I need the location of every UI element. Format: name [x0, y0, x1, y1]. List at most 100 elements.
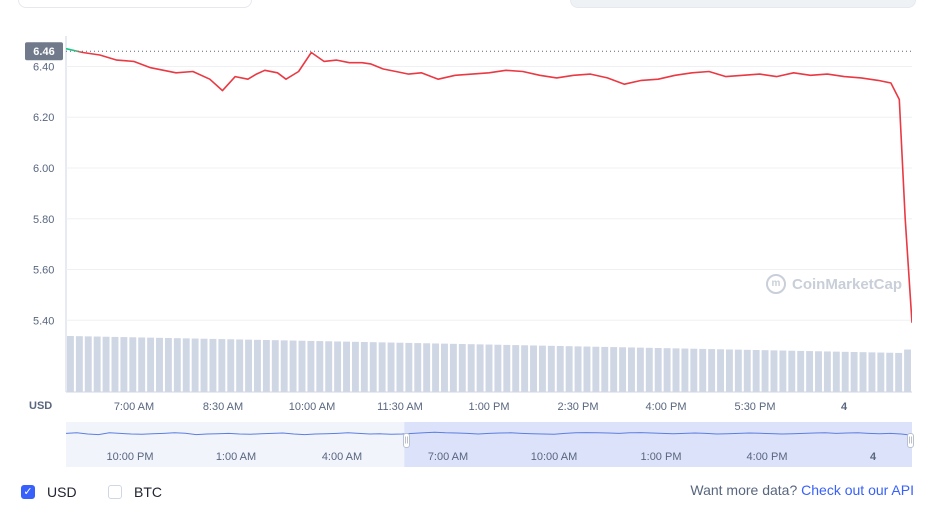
check-icon: ✓ — [23, 485, 33, 498]
y-tick-label: 5.40 — [33, 315, 54, 327]
volume-bar — [343, 341, 350, 392]
volume-bar — [307, 340, 315, 392]
volume-bar — [734, 349, 742, 392]
navigator-tick-label: 10:00 PM — [106, 451, 153, 463]
volume-bar — [538, 345, 546, 392]
volume-bar — [503, 344, 511, 392]
navigator-tick-label: 10:00 AM — [531, 451, 577, 463]
x-tick-label: 11:30 AM — [377, 401, 423, 413]
volume-bar — [904, 349, 911, 392]
volume-bar — [84, 336, 92, 392]
volume-bar — [761, 350, 769, 392]
volume-bar — [458, 344, 466, 392]
volume-bar — [102, 336, 110, 392]
volume-bar — [877, 352, 885, 392]
volume-bar — [325, 341, 333, 392]
volume-bar — [592, 346, 600, 392]
volume-bar — [859, 352, 867, 392]
volume-bar — [832, 351, 840, 392]
volume-bar — [67, 336, 74, 392]
volume-bar — [565, 346, 573, 392]
volume-bar — [218, 339, 226, 392]
volume-bar — [173, 338, 181, 392]
navigator-tick-label: 7:00 AM — [428, 451, 468, 463]
navigator-tick-label: 4:00 PM — [747, 451, 788, 463]
volume-bar — [628, 347, 635, 392]
volume-bar — [164, 338, 172, 392]
volume-bar — [770, 350, 778, 392]
navigator-selection — [404, 422, 912, 467]
volume-bar — [485, 344, 493, 392]
volume-bar — [868, 352, 876, 392]
volume-bar — [681, 348, 689, 392]
volume-bar — [120, 337, 128, 392]
volume-bar — [521, 345, 529, 392]
volume-bar — [227, 339, 235, 392]
x-tick-label: 2:30 PM — [558, 401, 599, 413]
navigator-tick-label: 1:00 PM — [641, 451, 682, 463]
x-tick-label: 4:00 PM — [646, 401, 687, 413]
btc-checkbox[interactable] — [108, 485, 122, 499]
volume-bar — [316, 341, 324, 392]
price-line-down — [73, 51, 912, 323]
volume-bar — [752, 350, 760, 392]
api-link[interactable]: Check out our API — [801, 482, 914, 498]
volume-bar — [396, 342, 404, 392]
volume-bar — [156, 337, 163, 392]
y-tick-label: 5.60 — [33, 265, 54, 277]
volume-bar — [645, 347, 653, 392]
volume-bar — [200, 338, 208, 392]
more-data-text: Want more data? Check out our API — [690, 482, 914, 498]
volume-bar — [147, 337, 155, 392]
volume-bar — [636, 347, 644, 392]
navigator-tick-label: 1:00 AM — [216, 451, 256, 463]
volume-bar — [815, 351, 822, 392]
x-axis: USD 7:00 AM 8:30 AM 10:00 AM 11:30 AM 1:00 PM… — [29, 400, 848, 413]
navigator-series-line — [65, 431, 913, 436]
volume-bar — [245, 339, 253, 392]
volume-bar — [254, 339, 261, 392]
price-line-group — [66, 47, 912, 323]
volume-bar — [129, 337, 137, 392]
volume-bar — [494, 344, 502, 392]
navigator: 10:00 PM 1:00 AM 4:00 AM 7:00 AM 10:00 AM 1:0… — [65, 422, 913, 467]
legend-btc[interactable]: BTC — [108, 481, 162, 503]
coinmarketcap-logo-icon: m — [766, 274, 786, 294]
x-tick-label: 4 — [841, 401, 848, 413]
volume-bar — [387, 342, 395, 392]
navigator-tick-label: 4 — [870, 451, 877, 463]
volume-bar — [512, 345, 520, 392]
volume-bars — [67, 336, 911, 392]
volume-bar — [717, 349, 724, 392]
volume-bar — [806, 351, 814, 392]
volume-bar — [743, 349, 751, 392]
volume-bar — [619, 347, 627, 392]
volume-bar — [423, 343, 431, 392]
volume-bar — [574, 346, 582, 392]
volume-bar — [841, 351, 849, 392]
volume-bar — [449, 343, 457, 392]
navigator-right-handle[interactable]: || — [907, 433, 914, 448]
volume-bar — [601, 346, 609, 392]
coinmarketcap-watermark: m CoinMarketCap — [766, 274, 902, 294]
legend-usd[interactable]: ✓ USD — [21, 481, 77, 503]
volume-bar — [298, 340, 306, 392]
volume-bar — [530, 345, 537, 392]
volume-bar — [289, 340, 297, 392]
volume-bar — [788, 350, 796, 392]
x-tick-label: 5:30 PM — [735, 401, 776, 413]
volume-bar — [138, 337, 146, 392]
volume-bar — [610, 347, 618, 392]
volume-bar — [895, 352, 903, 392]
usd-checkbox[interactable]: ✓ — [21, 485, 35, 499]
x-tick-label: 8:30 AM — [203, 401, 243, 413]
volume-bar — [654, 348, 662, 392]
navigator-left-handle[interactable]: || — [403, 433, 410, 448]
y-tick-label: 5.80 — [33, 214, 54, 226]
y-axis: 6.40 6.20 6.00 5.80 5.60 5.40 6.46 — [25, 42, 63, 327]
y-tick-label: 6.40 — [33, 61, 54, 73]
volume-bar — [93, 336, 101, 392]
currency-axis-label: USD — [29, 400, 52, 412]
x-tick-label: 1:00 PM — [469, 401, 510, 413]
